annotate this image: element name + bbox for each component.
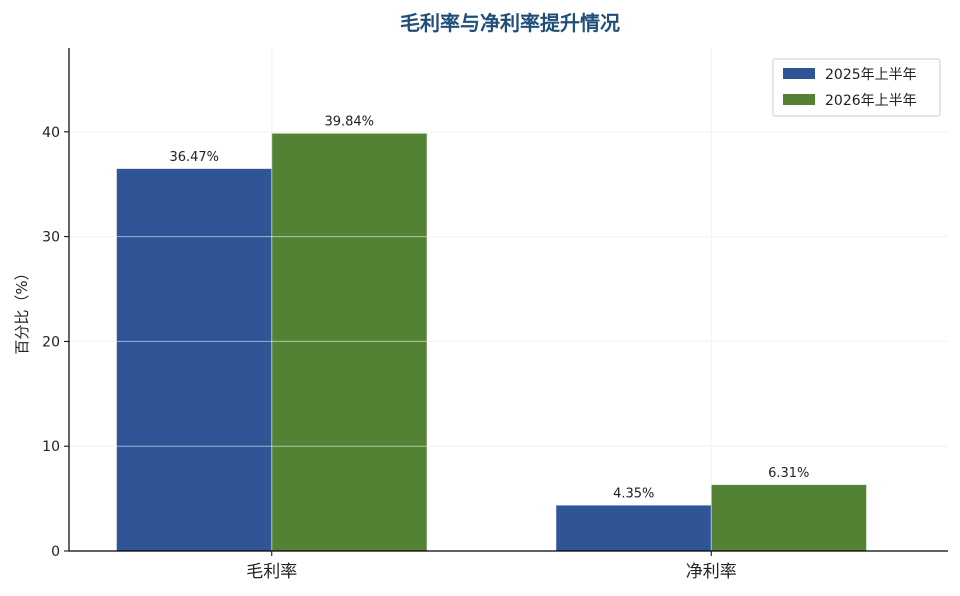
y-tick-label: 10 [42, 439, 60, 455]
data-labels: 36.47% 4.35% 39.84% 6.31% [169, 115, 809, 502]
data-label: 6.31% [768, 466, 809, 481]
legend-label: 2025年上半年 [825, 67, 917, 83]
legend-label: 2026年上半年 [825, 93, 917, 109]
data-label: 36.47% [169, 150, 219, 165]
legend: 2025年上半年 2026年上半年 [772, 58, 941, 117]
bar [711, 484, 867, 551]
legend-swatch [783, 94, 815, 105]
legend-swatch [783, 68, 815, 79]
y-tick-label: 40 [42, 125, 60, 141]
axes: 0 10 20 30 40 毛利率 净利率 [42, 48, 948, 582]
y-tick-label: 30 [42, 230, 60, 246]
data-label: 39.84% [324, 115, 374, 130]
bars [69, 48, 948, 551]
chart-title: 毛利率与净利率提升情况 [400, 11, 620, 35]
bar [116, 168, 272, 551]
y-axis-label: 百分比（%） [13, 265, 31, 354]
x-tick-label: 净利率 [686, 562, 737, 582]
bar [556, 505, 712, 551]
y-tick-label: 20 [42, 334, 60, 350]
data-label: 4.35% [613, 486, 654, 501]
y-tick-label: 0 [51, 544, 60, 560]
bar [271, 133, 427, 551]
x-tick-label: 毛利率 [246, 562, 297, 582]
